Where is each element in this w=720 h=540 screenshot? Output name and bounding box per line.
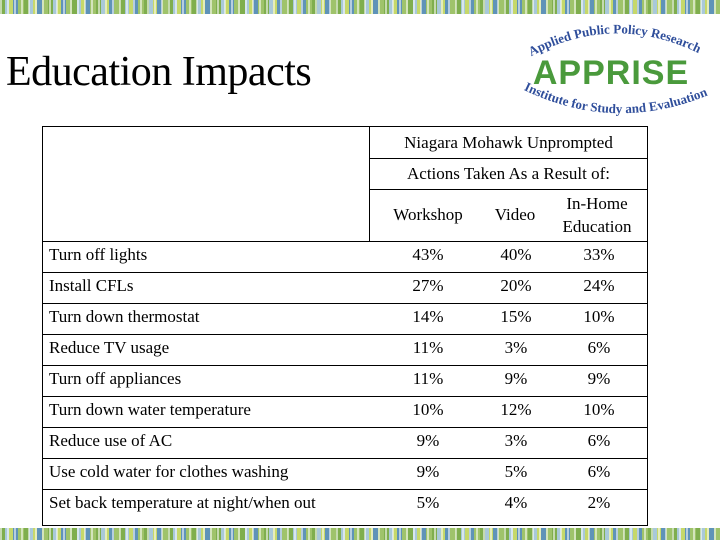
row-label: Turn off appliances <box>49 369 182 388</box>
row-value: 15% <box>500 307 532 326</box>
table-row: Reduce use of AC 9% 3% 6% <box>43 427 647 458</box>
row-label: Use cold water for clothes washing <box>49 462 289 481</box>
row-value: 2% <box>587 493 611 512</box>
header-divider <box>369 127 370 241</box>
row-label: Install CFLs <box>49 276 134 295</box>
header-sub: Actions Taken As a Result of: <box>407 164 610 183</box>
column-header-workshop: Workshop <box>393 205 463 224</box>
row-value: 10% <box>583 307 615 326</box>
table-row: Use cold water for clothes washing 9% 5% 6% <box>43 458 647 489</box>
header-separator <box>370 158 647 159</box>
row-value: 40% <box>500 245 532 264</box>
row-value: 27% <box>412 276 444 295</box>
slide-title: Education Impacts <box>6 49 312 95</box>
table-row: Turn off lights 43% 40% 33% <box>43 241 647 272</box>
header-group: Niagara Mohawk Unprompted <box>404 132 613 152</box>
row-value: 10% <box>583 400 615 419</box>
row-value: 20% <box>500 276 532 295</box>
row-value: 3% <box>504 338 528 357</box>
row-label: Turn down thermostat <box>49 307 200 326</box>
logo-name: APPRISE <box>533 54 689 92</box>
row-value: 9% <box>416 462 440 481</box>
row-value: 6% <box>587 338 611 357</box>
table-row: Install CFLs 27% 20% 24% <box>43 272 647 303</box>
row-label: Set back temperature at night/when out <box>49 493 316 512</box>
row-value: 9% <box>587 369 611 388</box>
row-value: 24% <box>583 276 615 295</box>
row-label: Turn down water temperature <box>49 400 251 419</box>
header-separator <box>370 189 647 190</box>
row-value: 9% <box>416 431 440 450</box>
bottom-decorative-band <box>0 528 720 540</box>
row-value: 6% <box>587 431 611 450</box>
apprise-logo: Applied Public Policy Research APPRISE I… <box>522 22 710 116</box>
table-row: Turn down thermostat 14% 15% 10% <box>43 303 647 334</box>
row-value: 4% <box>504 493 528 512</box>
row-label: Reduce TV usage <box>49 338 170 357</box>
row-value: 33% <box>583 245 615 264</box>
results-table: Niagara Mohawk Unprompted Actions Taken … <box>42 126 648 526</box>
row-label: Turn off lights <box>49 245 148 264</box>
row-value: 5% <box>504 462 528 481</box>
row-value: 9% <box>504 369 528 388</box>
top-decorative-band <box>0 0 720 14</box>
row-value: 11% <box>412 369 444 388</box>
column-header-video: Video <box>494 205 536 224</box>
row-value: 12% <box>500 400 532 419</box>
table-row: Reduce TV usage 11% 3% 6% <box>43 334 647 365</box>
row-value: 11% <box>412 338 444 357</box>
row-value: 5% <box>416 493 440 512</box>
row-value: 43% <box>412 245 444 264</box>
row-value: 14% <box>412 307 444 326</box>
table-row: Turn down water temperature 10% 12% 10% <box>43 396 647 427</box>
row-label: Reduce use of AC <box>49 431 173 450</box>
row-value: 6% <box>587 462 611 481</box>
row-value: 10% <box>412 400 444 419</box>
row-value: 3% <box>504 431 528 450</box>
table-row: Turn off appliances 11% 9% 9% <box>43 365 647 396</box>
table-row: Set back temperature at night/when out 5%… <box>43 489 647 520</box>
column-header-in-home-education: In-Home Education <box>562 194 632 236</box>
